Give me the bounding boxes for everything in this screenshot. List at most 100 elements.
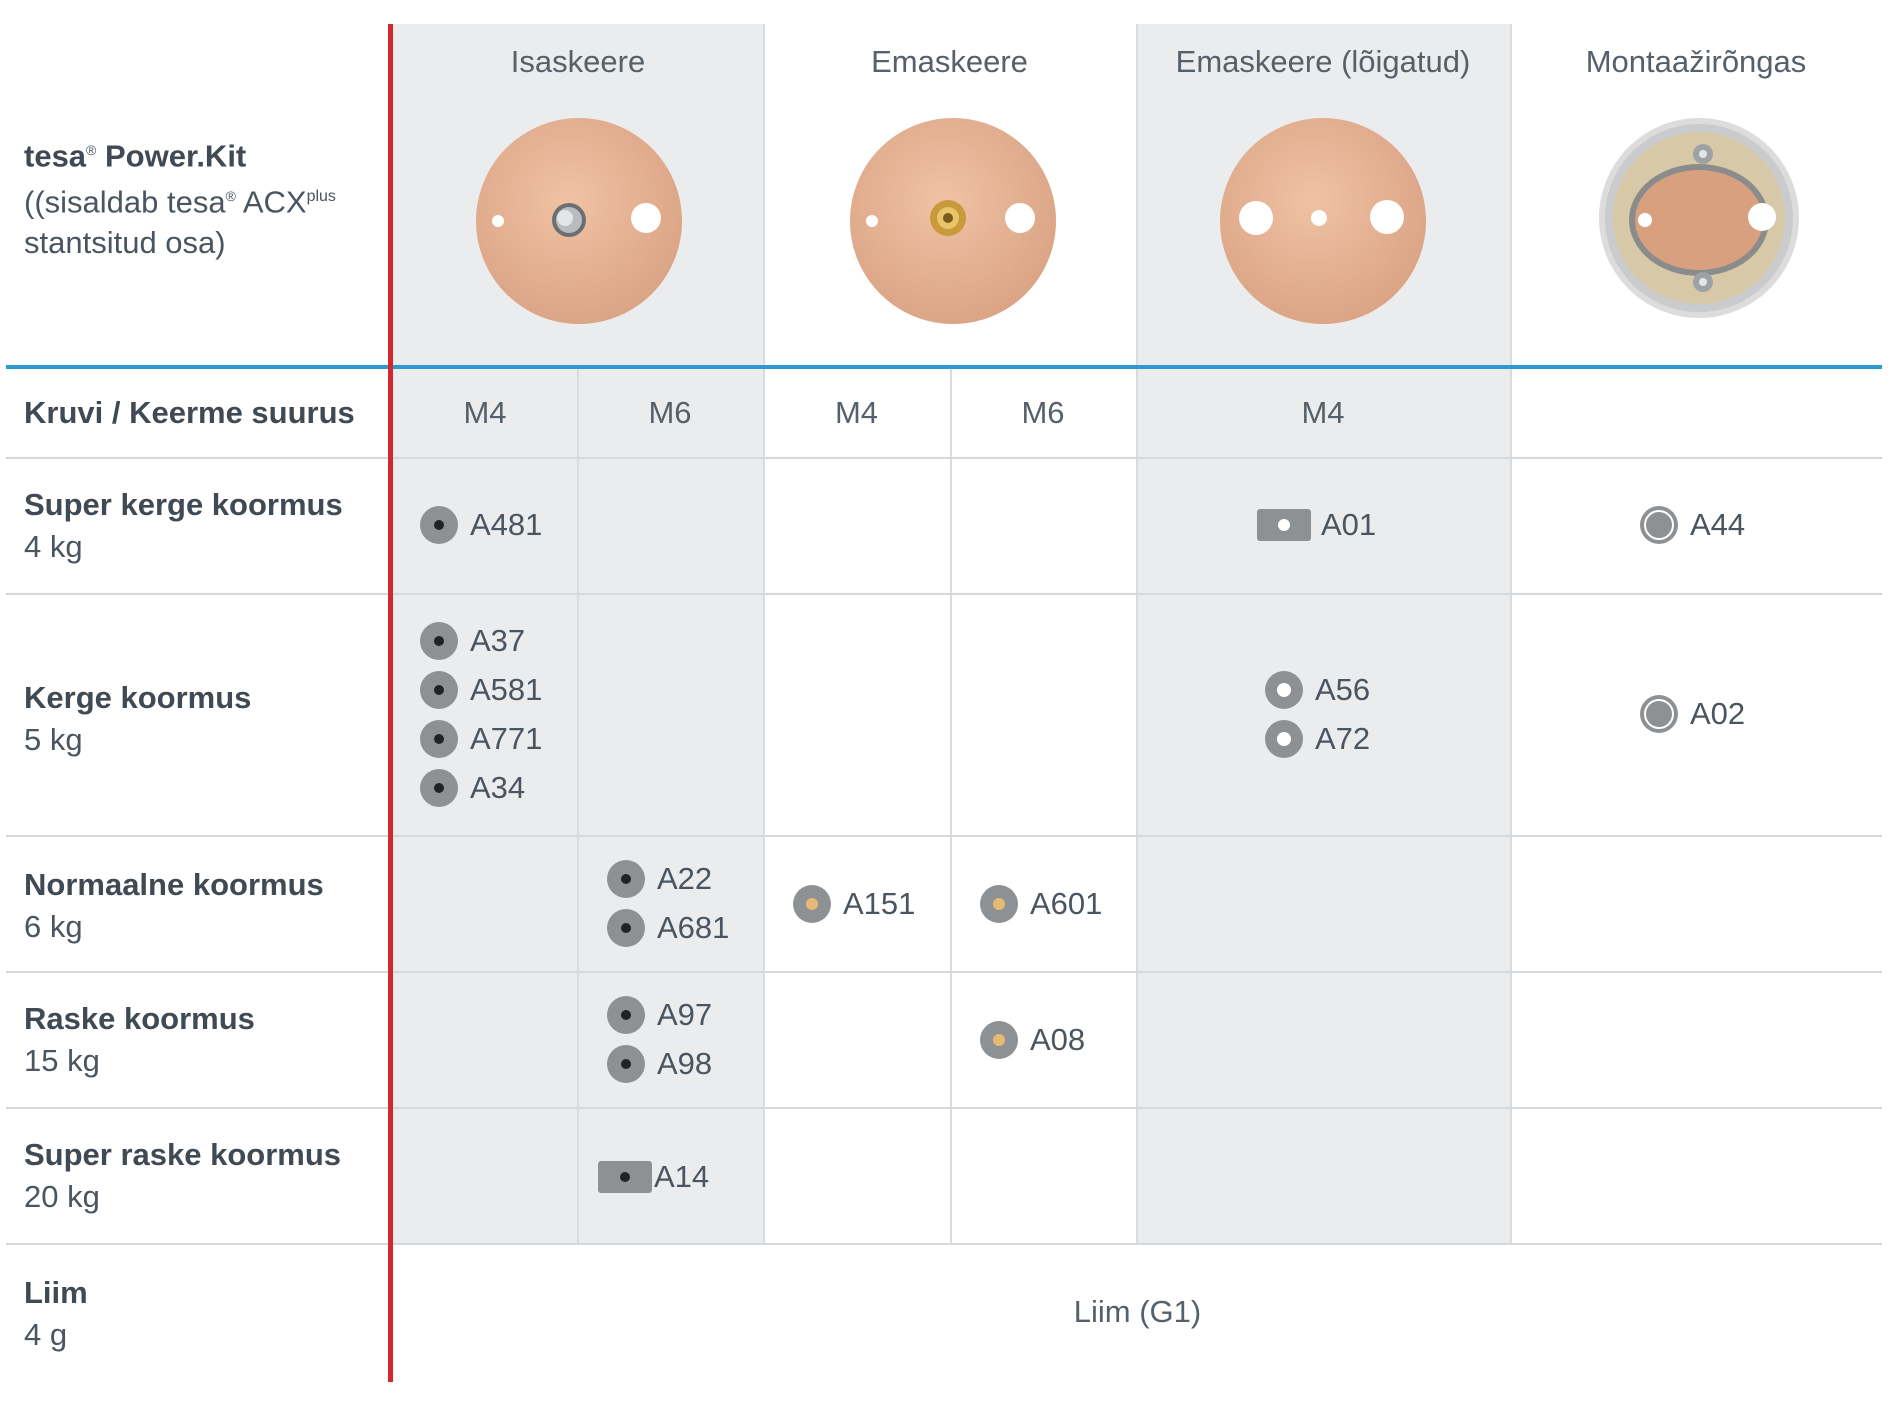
item-code: A02 <box>1690 696 1746 731</box>
item-a08: A08 <box>980 1020 1085 1060</box>
item-a601: A601 <box>980 884 1102 924</box>
hline <box>6 1107 1882 1109</box>
item-code: A72 <box>1315 721 1371 756</box>
header-emaskeere-loigatud: Emaskeere (lõigatud) <box>1175 44 1471 79</box>
row-label-raske: Raske koormus 15 kg <box>24 998 255 1082</box>
hline <box>6 457 1882 459</box>
hline <box>6 1243 1882 1245</box>
row-weight: 4 kg <box>24 529 83 564</box>
size-row-label: Kruvi / Keerme suurus <box>24 392 355 434</box>
item-a44: A44 <box>1640 505 1745 545</box>
item-a14: A14 <box>598 1157 709 1197</box>
item-a02: A02 <box>1640 694 1745 734</box>
reg-mark: ® <box>225 188 236 205</box>
row-title: Kerge koormus <box>24 680 252 715</box>
item-a72: A72 <box>1265 719 1370 759</box>
item-a151: A151 <box>793 884 915 924</box>
size-cell: M6 <box>648 395 692 430</box>
label-column-divider <box>388 24 393 1382</box>
item-a98: A98 <box>607 1044 712 1084</box>
item-a01: A01 <box>1257 505 1376 545</box>
size-cell: M4 <box>834 395 879 430</box>
row-title: Raske koormus <box>24 1001 255 1036</box>
stud-disc-icon <box>607 909 645 947</box>
row-title: Super kerge koormus <box>24 487 343 522</box>
stud-disc-icon <box>420 506 458 544</box>
brass-insert-icon <box>980 1021 1018 1059</box>
hline <box>6 593 1882 595</box>
size-cell: M6 <box>1021 395 1065 430</box>
row-weight: 6 kg <box>24 909 83 944</box>
hline <box>6 835 1882 837</box>
item-a681: A681 <box>607 908 729 948</box>
row-title: Liim <box>24 1275 88 1310</box>
row-title: Super raske koormus <box>24 1137 342 1172</box>
vline <box>763 24 765 1244</box>
size-cell: M4 <box>463 395 507 430</box>
item-code: A481 <box>470 507 543 542</box>
row-label-super-raske: Super raske koormus 20 kg <box>24 1134 341 1218</box>
hole-disc-icon <box>1265 671 1303 709</box>
row-weight: 20 kg <box>24 1179 100 1214</box>
vline <box>577 369 579 1244</box>
brass-insert-icon <box>980 885 1018 923</box>
row-weight: 4 g <box>24 1317 68 1352</box>
item-a34: A34 <box>420 768 525 808</box>
item-code: A34 <box>470 770 526 805</box>
item-code: A581 <box>470 672 543 707</box>
header-divider <box>6 365 1882 369</box>
reg-mark: ® <box>86 142 97 158</box>
disc-montaazirongas-image <box>1599 118 1799 318</box>
product-brand: tesa <box>24 138 87 174</box>
vline <box>1136 24 1138 1244</box>
item-code: A08 <box>1030 1022 1086 1057</box>
item-code: A14 <box>654 1159 710 1194</box>
item-code: A151 <box>843 886 916 921</box>
item-code: A601 <box>1030 886 1103 921</box>
row-weight: 5 kg <box>24 722 83 757</box>
stud-disc-icon <box>420 622 458 660</box>
item-code: A681 <box>657 910 730 945</box>
product-line3: stantsitud osa) <box>24 224 226 260</box>
row-label-super-kerge: Super kerge koormus 4 kg <box>24 484 343 568</box>
disc-isaskeere-image <box>476 118 682 324</box>
row-label-liim: Liim 4 g <box>24 1272 88 1356</box>
row-label-normaalne: Normaalne koormus 6 kg <box>24 864 324 948</box>
stud-disc-icon <box>420 671 458 709</box>
ring-icon <box>1640 506 1678 544</box>
item-code: A97 <box>657 997 713 1032</box>
stud-disc-icon <box>420 769 458 807</box>
item-code: A44 <box>1690 507 1746 542</box>
size-label-text: Kruvi / Keerme suurus <box>24 395 355 430</box>
row-label-kerge: Kerge koormus 5 kg <box>24 677 251 761</box>
item-code: A22 <box>657 861 713 896</box>
vline <box>1510 24 1512 1244</box>
stud-disc-icon <box>607 996 645 1034</box>
item-code: A771 <box>470 721 543 756</box>
ring-icon <box>1640 695 1678 733</box>
hline <box>6 971 1882 973</box>
disc-emaskeere-loigatud-image <box>1220 118 1426 324</box>
rect-hole-icon <box>1257 509 1311 541</box>
header-montaazirongas: Montaažirõngas <box>1585 44 1807 79</box>
row-title: Normaalne koormus <box>24 867 324 902</box>
product-name: Power.Kit <box>105 138 247 174</box>
item-a581: A581 <box>420 670 542 710</box>
product-line2: ((sisaldab tesa <box>24 184 226 220</box>
item-a481: A481 <box>420 505 542 545</box>
item-code: A37 <box>470 623 526 658</box>
stud-disc-icon <box>607 1045 645 1083</box>
product-acx: ACX <box>235 184 307 220</box>
header-emaskeere: Emaskeere <box>871 44 1028 79</box>
disc-emaskeere-image <box>850 118 1056 324</box>
rect-stud-icon <box>598 1161 652 1193</box>
item-code: A56 <box>1315 672 1371 707</box>
stud-disc-icon <box>420 720 458 758</box>
item-a22: A22 <box>607 859 712 899</box>
item-a771: A771 <box>420 719 542 759</box>
product-plus: plus <box>306 188 336 206</box>
glue-cell: Liim (G1) <box>1073 1294 1202 1329</box>
hole-disc-icon <box>1265 720 1303 758</box>
product-label: tesa® Power.Kit ((sisaldab tesa® ACXplus… <box>24 130 336 263</box>
stud-disc-icon <box>607 860 645 898</box>
